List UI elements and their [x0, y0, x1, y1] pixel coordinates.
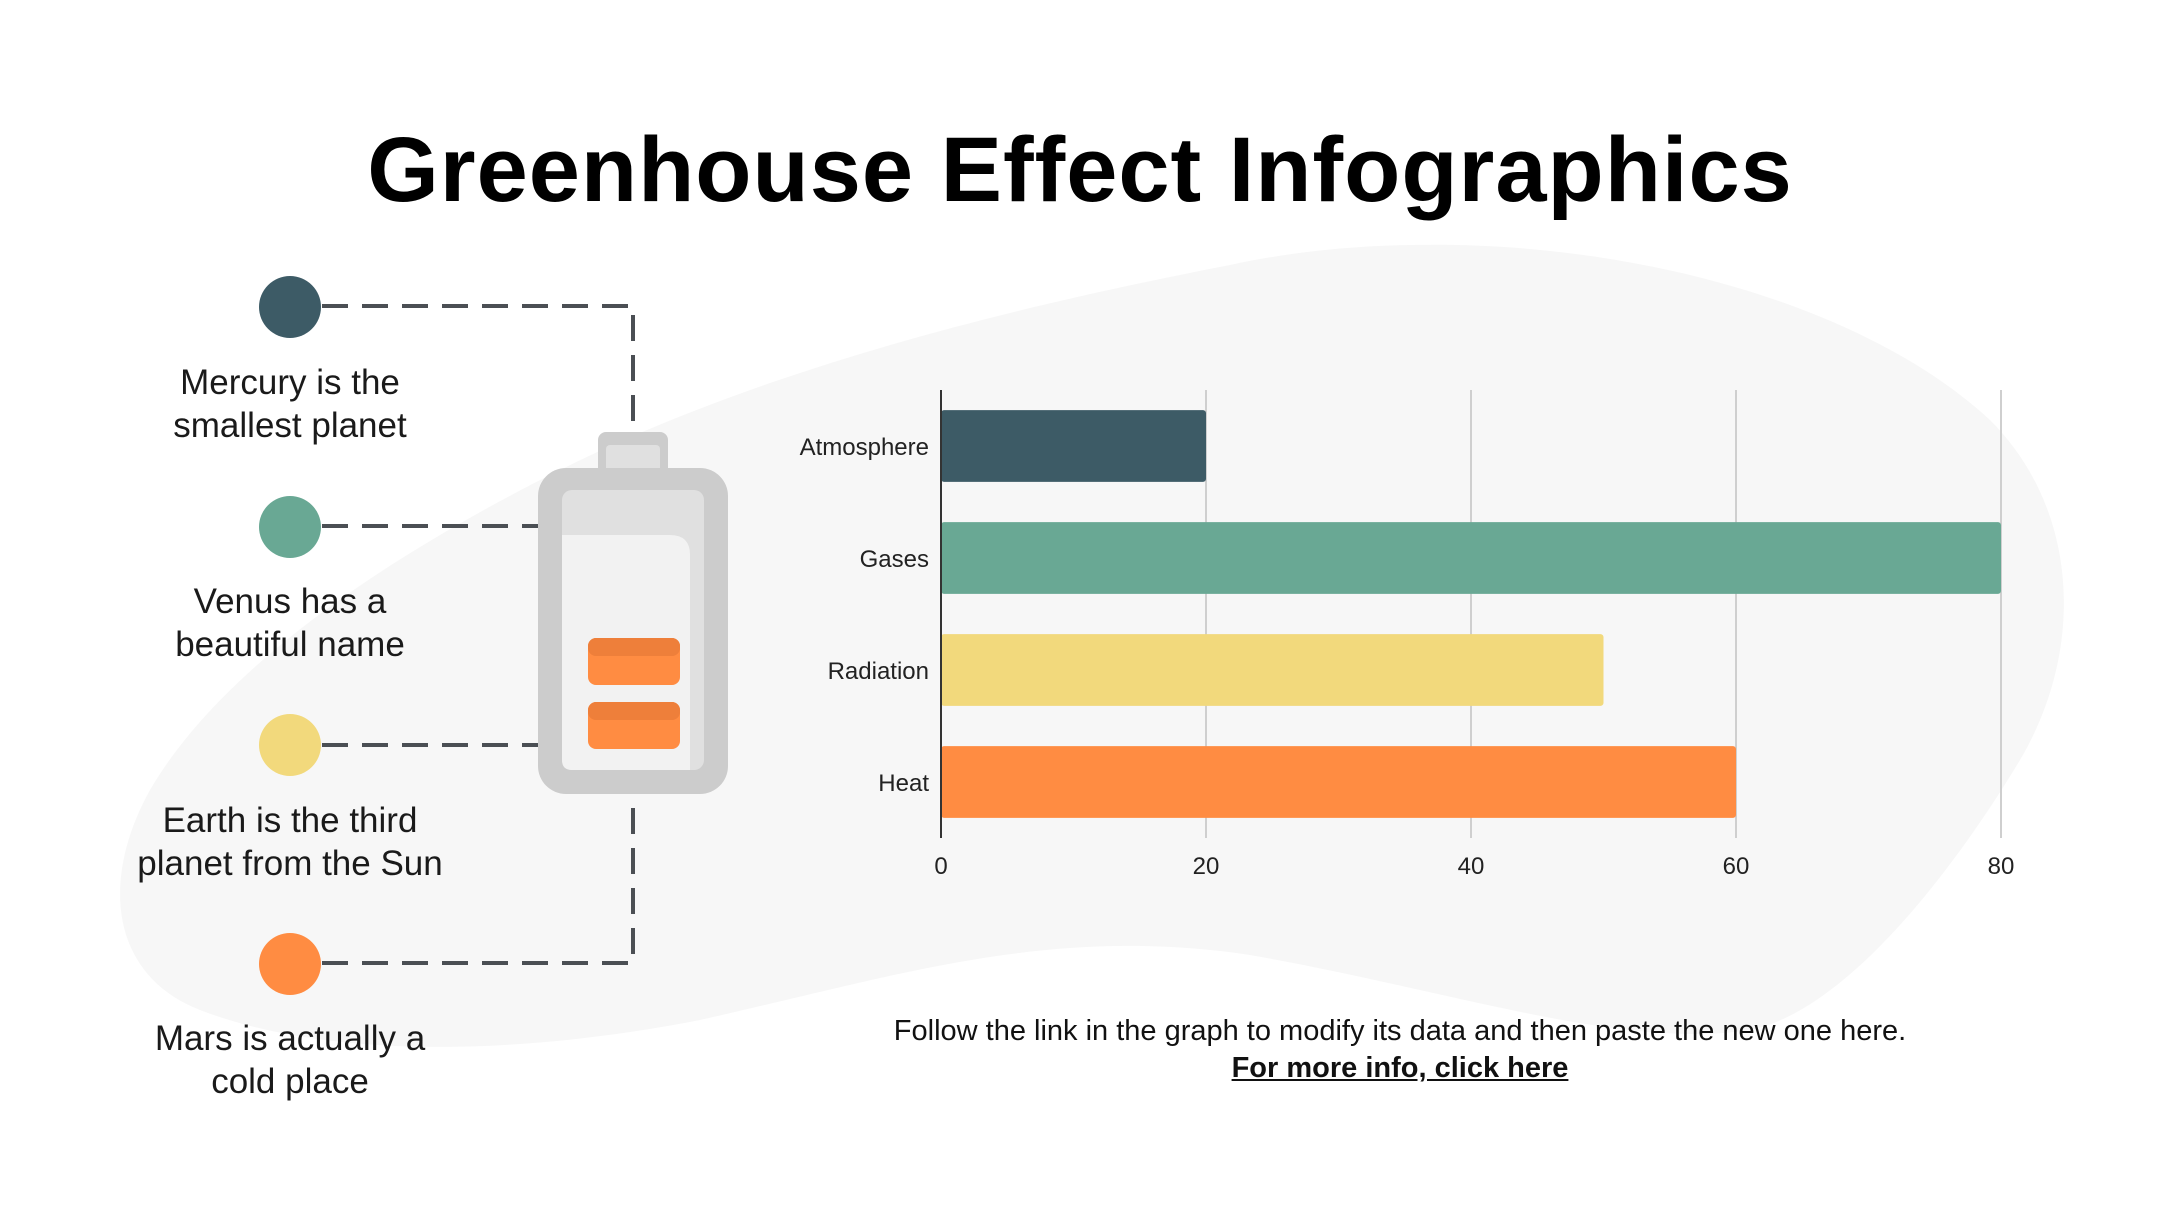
chart-category-labels: Atmosphere Gases Radiation Heat — [800, 434, 930, 797]
chart-category-label: Atmosphere — [800, 434, 929, 461]
chart-category-label: Gases — [860, 546, 929, 573]
chart-tick-label: 80 — [1988, 853, 2015, 880]
more-info-link[interactable]: For more info, click here — [830, 1050, 1970, 1086]
footer-note: Follow the link in the graph to modify i… — [830, 1013, 1970, 1049]
chart-bar — [941, 410, 1206, 482]
chart-category-label: Radiation — [828, 658, 929, 685]
chart-tick-label: 20 — [1193, 853, 1220, 880]
chart-bar — [941, 634, 1604, 706]
chart-tick-label: 0 — [934, 853, 947, 880]
chart-bar — [941, 522, 2001, 594]
chart-tick-label: 60 — [1723, 853, 1750, 880]
chart-category-label: Heat — [878, 770, 929, 797]
chart-bar — [941, 746, 1736, 818]
chart-tick-label: 40 — [1458, 853, 1485, 880]
chart-tick-labels: 0 20 40 60 80 — [934, 853, 2014, 880]
